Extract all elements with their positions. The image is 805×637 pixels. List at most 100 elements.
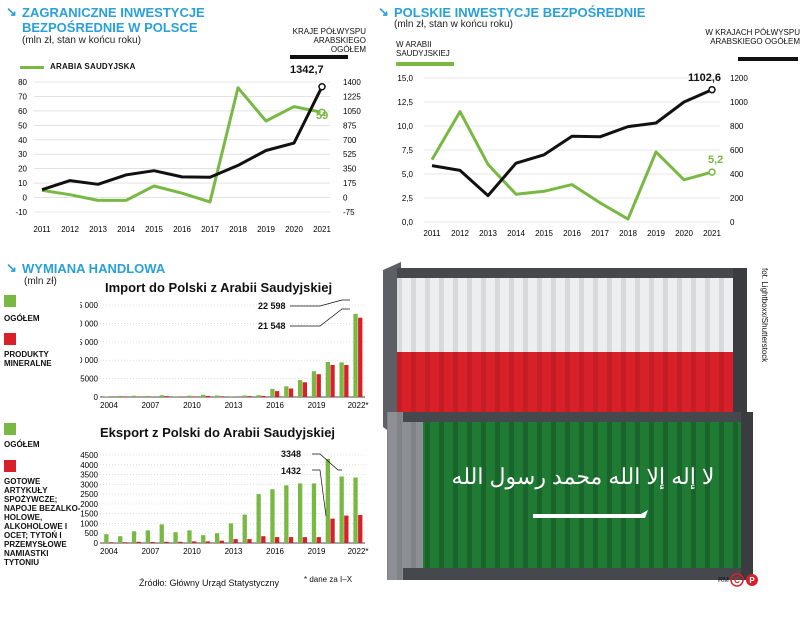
y-right-tick: 175	[343, 179, 357, 188]
arrow-down-right-icon: ↘	[378, 4, 389, 19]
x-tick: 2018	[229, 225, 247, 234]
x-tick: 2014	[507, 229, 525, 238]
x-tick: 2015	[535, 229, 553, 238]
y-left-tick: 70	[18, 92, 27, 101]
y-left-tick: 5,0	[402, 170, 414, 179]
x-tick: 2016	[266, 401, 284, 410]
series-line-black	[41, 86, 324, 192]
bar-total	[325, 362, 330, 397]
containers-photo: لا إله إلا الله محمد رسول الله	[383, 262, 753, 580]
bar-total	[242, 395, 247, 397]
x-tick: 2019	[647, 229, 665, 238]
y-tick: 0	[94, 393, 99, 402]
y-left-tick: 0,0	[402, 218, 414, 227]
y-right-tick: 1225	[343, 92, 361, 101]
x-tick: 2013	[225, 547, 243, 556]
y-left-tick: 10,0	[397, 122, 413, 131]
x-tick: 2013	[479, 229, 497, 238]
x-tick: 2015	[145, 225, 163, 234]
export-legend-total-label: OGÓŁEM	[4, 440, 40, 449]
y-tick: 5000	[80, 375, 98, 384]
bar-total	[228, 396, 234, 397]
x-tick: 2016	[173, 225, 191, 234]
export-legend-red-label: GOTOWE ARTYKUŁY SPOŻYWCZE; NAPOJE BEZALK…	[4, 477, 81, 567]
x-tick: 2013	[225, 401, 243, 410]
bar-total	[104, 534, 109, 543]
y-left-tick: -10	[15, 208, 27, 217]
bar-red	[330, 365, 335, 397]
footnote: * dane za I–X	[304, 575, 353, 584]
x-tick: 2019	[257, 225, 275, 234]
author-initials: RM	[718, 577, 729, 584]
pl-inv-value-black: 1102,6	[688, 72, 722, 84]
bar-total	[256, 494, 261, 543]
y-tick: 500	[85, 529, 99, 538]
bar-total	[284, 485, 289, 543]
y-tick: 15 000	[80, 338, 99, 347]
bar-total	[339, 362, 344, 397]
y-right-tick: 600	[730, 146, 744, 155]
x-tick: 2021	[313, 225, 331, 234]
svg-text:C: C	[734, 576, 740, 585]
y-right-tick: 525	[343, 150, 357, 159]
y-right-tick: 0	[730, 218, 735, 227]
y-left-tick: 2,5	[402, 194, 414, 203]
x-tick: 2010	[183, 547, 201, 556]
bar-total	[201, 535, 206, 543]
fdi-legend-label: ARABIA SAUDYJSKA	[50, 62, 136, 71]
bar-total	[353, 313, 358, 397]
bar-red	[108, 542, 114, 543]
bar-red	[192, 396, 197, 397]
bar-total	[187, 530, 192, 543]
y-right-tick: 1000	[730, 98, 748, 107]
y-right-tick: 200	[730, 194, 744, 203]
bar-total	[118, 395, 123, 397]
y-right-tick: 1200	[730, 74, 748, 83]
y-left-tick: 40	[18, 136, 27, 145]
bar-total	[215, 395, 220, 397]
fdi-subtitle: (mln zł, stan w końcu roku)	[22, 35, 141, 46]
y-tick: 1000	[80, 519, 98, 528]
bar-total	[173, 396, 178, 397]
bar-total	[298, 380, 303, 397]
fdi-right-axis-label: KRAJE PÓŁWYSPU ARABSKIEGO OGÓŁEM	[292, 27, 366, 54]
y-left-tick: 0	[23, 194, 28, 203]
y-right-tick: 700	[343, 136, 357, 145]
x-tick: 2016	[563, 229, 581, 238]
bar-total	[353, 477, 358, 543]
x-tick: 2019	[308, 401, 326, 410]
x-tick: 2021	[703, 229, 721, 238]
x-tick: 2007	[142, 401, 160, 410]
y-left-tick: 15,0	[397, 74, 413, 83]
series-line-green	[430, 110, 713, 221]
x-tick: 2020	[285, 225, 303, 234]
y-tick: 25 000	[80, 301, 99, 310]
x-tick: 2010	[183, 401, 201, 410]
bar-red	[288, 388, 294, 397]
trade-title: WYMIANA HANDLOWA	[22, 261, 166, 276]
bar-total	[187, 395, 192, 397]
import-label-red: 21 548	[258, 321, 286, 331]
bar-total	[145, 530, 150, 543]
bar-red	[302, 537, 307, 543]
x-tick: 2014	[117, 225, 135, 234]
bar-total	[256, 395, 261, 397]
bar-total	[173, 532, 178, 543]
bar-total	[159, 524, 164, 543]
series-end-marker	[318, 108, 326, 117]
pl-inv-title: POLSKIE INWESTYCJE BEZPOŚREDNIE	[394, 5, 646, 20]
fdi-value-black: 1342,7	[290, 64, 324, 76]
y-right-tick: 1050	[343, 107, 361, 116]
bar-total	[228, 523, 234, 543]
bar-red	[288, 537, 294, 543]
bar-red	[164, 541, 169, 543]
bar-red	[205, 395, 211, 397]
import-chart: 0 5000 10 000 15 000 20 000 25 000 2004 2007 201…	[80, 299, 369, 410]
export-label-red: 1432	[281, 466, 302, 476]
pl-inv-subtitle: (mln zł, stan w końcu roku)	[394, 19, 513, 30]
x-tick: 2004	[100, 547, 118, 556]
import-title: Import do Polski z Arabii Saudyjskiej	[105, 280, 333, 295]
pl-inv-right-axis-label: W KRAJACH PÓŁWYSPU ARABSKIEGO OGÓŁEM	[705, 28, 800, 46]
x-tick: 2022*	[348, 547, 369, 556]
bar-red	[205, 541, 211, 543]
